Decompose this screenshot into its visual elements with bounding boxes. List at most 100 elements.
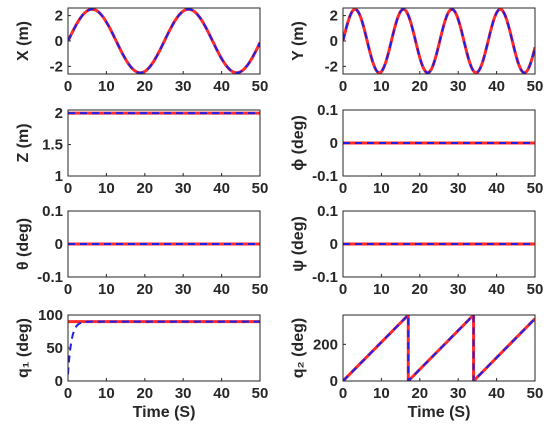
x-tick-label: 40 bbox=[213, 180, 230, 197]
y-tick-label: -0.1 bbox=[37, 269, 63, 286]
axes-box bbox=[342, 314, 536, 382]
x-tick-label: 50 bbox=[252, 385, 269, 402]
x-tick-label: 30 bbox=[450, 281, 467, 298]
y-axis-label: q₁ (deg) bbox=[15, 318, 32, 378]
y-axis-label: ϕ (deg) bbox=[290, 115, 307, 171]
series-group bbox=[68, 320, 260, 375]
x-tick-label: 20 bbox=[411, 385, 428, 402]
axes-box bbox=[342, 109, 536, 177]
x-tick-label: 20 bbox=[136, 78, 153, 95]
y-tick-label: 0 bbox=[330, 33, 338, 50]
x-tick-label: 40 bbox=[213, 385, 230, 402]
y-tick-label: 0 bbox=[330, 135, 338, 152]
panel-phi: 0 10 20 30 40 50-0.100.1ϕ (deg) bbox=[290, 102, 543, 197]
panel-z: 0 10 20 30 40 50 1 1.5 2 Z (m) bbox=[15, 105, 268, 197]
x-tick-label: 30 bbox=[450, 78, 467, 95]
y-tick-label: -2 bbox=[325, 58, 338, 75]
x-tick-label: 10 bbox=[98, 78, 115, 95]
x-tick-label: 30 bbox=[450, 385, 467, 402]
x-tick-label: 50 bbox=[527, 78, 544, 95]
x-tick-label: 0 bbox=[64, 385, 72, 402]
actual-line bbox=[343, 8, 535, 74]
x-tick-label: 0 bbox=[64, 281, 72, 298]
panel-q2: 0 10 20 30 40 50 0 200 q₂ (deg) Time (S) bbox=[290, 314, 544, 421]
series-group bbox=[343, 315, 535, 381]
x-tick-label: 10 bbox=[373, 180, 390, 197]
y-tick-label: 2 bbox=[330, 8, 338, 25]
y-tick-label: 0.1 bbox=[317, 102, 338, 119]
y-tick-label: 100 bbox=[38, 307, 63, 324]
y-tick-label: 1.5 bbox=[42, 137, 63, 154]
x-tick-label: 40 bbox=[213, 281, 230, 298]
panel-theta: 0 10 20 30 40 50-0.100.1θ (deg) bbox=[15, 203, 268, 298]
x-tick-label: 50 bbox=[252, 78, 269, 95]
x-tick-label: 40 bbox=[488, 180, 505, 197]
x-tick-label: 30 bbox=[175, 385, 192, 402]
y-tick-label: 0 bbox=[330, 236, 338, 253]
actual-line bbox=[68, 8, 260, 74]
y-tick-label: 0 bbox=[55, 33, 63, 50]
x-tick-label: 30 bbox=[175, 281, 192, 298]
axes-box bbox=[342, 7, 536, 75]
series-group bbox=[343, 8, 535, 74]
y-axis-label: θ (deg) bbox=[15, 218, 32, 270]
axes-box bbox=[342, 210, 536, 278]
y-tick-label: -2 bbox=[50, 58, 63, 75]
x-tick-label: 30 bbox=[175, 180, 192, 197]
x-tick-label: 0 bbox=[64, 180, 72, 197]
x-tick-label: 20 bbox=[411, 180, 428, 197]
y-tick-label: 0 bbox=[55, 236, 63, 253]
x-tick-label: 20 bbox=[136, 180, 153, 197]
x-tick-label: 40 bbox=[488, 78, 505, 95]
axes-box bbox=[67, 210, 261, 278]
x-tick-label: 0 bbox=[339, 281, 347, 298]
axes-box bbox=[67, 7, 261, 75]
x-tick-label: 10 bbox=[98, 281, 115, 298]
x-axis-label: Time (S) bbox=[133, 404, 196, 421]
panel-psi: 0 10 20 30 40 50-0.100.1ψ (deg) bbox=[290, 203, 543, 298]
y-axis-label: ψ (deg) bbox=[290, 216, 307, 272]
x-tick-label: 10 bbox=[98, 180, 115, 197]
actual-line bbox=[68, 320, 260, 375]
x-tick-label: 50 bbox=[252, 180, 269, 197]
x-tick-label: 50 bbox=[527, 385, 544, 402]
y-tick-label: 0.1 bbox=[42, 203, 63, 220]
x-tick-label: 30 bbox=[450, 180, 467, 197]
x-tick-label: 20 bbox=[411, 281, 428, 298]
x-tick-label: 40 bbox=[213, 78, 230, 95]
x-tick-label: 0 bbox=[64, 78, 72, 95]
x-tick-label: 10 bbox=[373, 78, 390, 95]
x-tick-label: 20 bbox=[136, 385, 153, 402]
reference-line bbox=[68, 8, 260, 74]
panel-q1: 0 10 20 30 40 50 0 50 100 q₁ (deg) Time (S) bbox=[15, 307, 268, 421]
y-tick-label: -0.1 bbox=[312, 269, 338, 286]
x-tick-label: 0 bbox=[339, 78, 347, 95]
y-tick-label: 2 bbox=[55, 105, 63, 122]
x-tick-label: 0 bbox=[339, 385, 347, 402]
y-tick-label: 0 bbox=[330, 373, 338, 390]
x-tick-label: 10 bbox=[373, 281, 390, 298]
y-tick-label: 50 bbox=[46, 340, 63, 357]
x-tick-label: 50 bbox=[527, 281, 544, 298]
x-tick-label: 0 bbox=[339, 180, 347, 197]
y-tick-label: 0 bbox=[55, 373, 63, 390]
axes-box bbox=[67, 109, 261, 177]
y-axis-label: X (m) bbox=[15, 21, 32, 61]
y-axis-label: q₂ (deg) bbox=[290, 318, 307, 378]
x-tick-label: 20 bbox=[411, 78, 428, 95]
y-tick-label: -0.1 bbox=[312, 168, 338, 185]
x-tick-label: 10 bbox=[98, 385, 115, 402]
series-group bbox=[68, 8, 260, 74]
y-tick-label: 0.1 bbox=[317, 203, 338, 220]
y-tick-label: 2 bbox=[55, 8, 63, 25]
actual-line bbox=[343, 315, 535, 381]
y-tick-label: 1 bbox=[55, 168, 63, 185]
x-tick-label: 50 bbox=[252, 281, 269, 298]
y-axis-label: Z (m) bbox=[15, 123, 32, 162]
x-axis-label: Time (S) bbox=[408, 404, 471, 421]
x-tick-label: 20 bbox=[136, 281, 153, 298]
x-tick-label: 30 bbox=[175, 78, 192, 95]
y-tick-label: 200 bbox=[313, 336, 338, 353]
